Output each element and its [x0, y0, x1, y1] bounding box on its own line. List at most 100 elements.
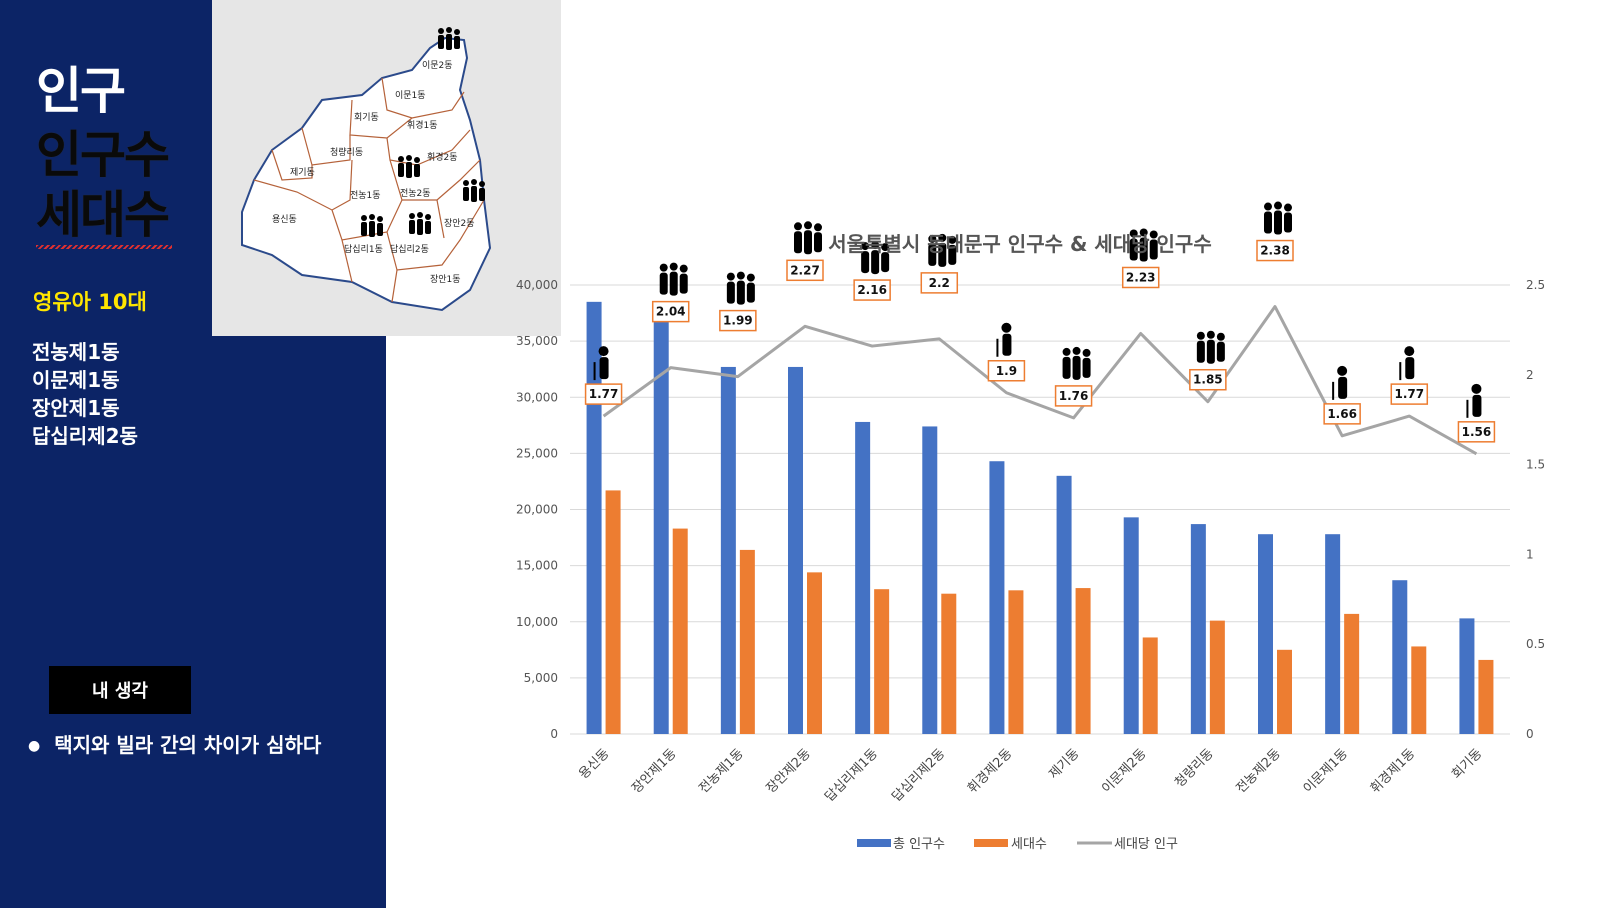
data-label: 2.2 [929, 276, 950, 290]
icon-head [669, 262, 678, 271]
icon-body [881, 252, 890, 273]
family-icon [409, 212, 431, 235]
bar-total-population [1258, 534, 1273, 734]
bar-households [605, 490, 621, 734]
data-label: 2.16 [857, 283, 887, 297]
elderly-person-icon [593, 346, 609, 381]
icon-body [659, 272, 668, 295]
icon-body [599, 357, 609, 380]
family-icon [1129, 228, 1158, 262]
data-label: 1.85 [1193, 373, 1223, 387]
data-label-box [1054, 385, 1093, 407]
y-left-tick-label: 10,000 [516, 615, 558, 629]
y-right-tick-label: 1.5 [1526, 458, 1545, 472]
bullet-text: 택지와 빌라 간의 차이가 심하다 [54, 733, 322, 757]
icon-head [1062, 347, 1071, 356]
x-category-label: 제기동 [1046, 746, 1082, 782]
icon-body [1216, 341, 1225, 362]
district-map-svg: 이문2동 이문1동 회기동 휘경1동 청량리동 휘경2동 제기동 전농2동 전농… [241, 27, 492, 312]
y-left-tick-label: 30,000 [516, 390, 558, 404]
bar-households [874, 589, 890, 734]
icon-cane [1399, 362, 1402, 381]
chart-legend: 총 인구수 세대수 세대당 인구 [857, 837, 1178, 852]
icon-body [1206, 339, 1215, 364]
icon-head [1337, 365, 1348, 376]
chart-person-icons [593, 201, 1482, 418]
family-icon [1062, 346, 1091, 380]
data-label-box [584, 383, 623, 405]
icon-body [669, 271, 678, 296]
x-category-label: 회기동 [1449, 746, 1485, 782]
icon-body [1196, 340, 1205, 363]
data-label-box [651, 300, 690, 323]
bar-total-population [720, 366, 736, 734]
icon-head [794, 222, 802, 231]
data-label: 1.56 [1462, 425, 1492, 439]
bar-total-population [1459, 618, 1475, 734]
icon-head [1149, 230, 1158, 239]
icon-head [1139, 228, 1148, 237]
x-category-label: 이문제1동 [1301, 746, 1351, 796]
bar-households [1344, 613, 1360, 734]
map-outline [241, 36, 492, 312]
icon-head [938, 233, 947, 242]
bar-total-population [989, 461, 1005, 734]
data-label-box [1323, 403, 1361, 425]
map-label: 용신동 [272, 214, 297, 225]
icon-body [1338, 376, 1348, 399]
data-label-box [1121, 266, 1160, 289]
icon-body [1284, 212, 1292, 233]
legend-label-households: 세대수 [1011, 837, 1047, 852]
family-icon [928, 233, 957, 267]
map-label: 답십리2동 [390, 243, 429, 255]
bar-total-population [855, 421, 871, 734]
icon-body [1082, 357, 1091, 378]
icon-body [871, 250, 880, 275]
family-icon [463, 179, 485, 202]
data-label-box [1457, 421, 1496, 443]
legend-label-per-household: 세대당 인구 [1114, 837, 1178, 852]
family-icon [794, 221, 822, 255]
icon-head [1284, 203, 1292, 212]
icon-head [1216, 332, 1225, 341]
family-icons [361, 27, 485, 237]
family-icon [861, 241, 890, 275]
district-item: 이문제1동 [32, 368, 120, 392]
y-left-tick-label: 20,000 [516, 503, 558, 517]
x-category-label: 이문제2동 [1099, 746, 1149, 796]
icon-head [726, 272, 735, 281]
bar-total-population [1123, 517, 1139, 734]
data-label: 2.38 [1260, 244, 1290, 258]
y-left-tick-label: 5,000 [524, 671, 558, 685]
bar-total-population [1325, 534, 1341, 734]
icon-body [1139, 237, 1148, 262]
chart-data-labels: 1.77 2.04 1.99 2.27 2.16 2.2 1.9 1.76 2.23 1.85 2.… [584, 239, 1496, 443]
icon-head [1129, 229, 1138, 238]
family-icon [398, 155, 420, 178]
y-left-tick-label: 15,000 [516, 559, 558, 573]
y-right-tick-label: 0 [1526, 727, 1534, 741]
icon-body [1472, 394, 1482, 417]
bar-households [1209, 620, 1225, 734]
icon-body [1062, 356, 1071, 379]
family-icon [1196, 330, 1225, 364]
icon-body [1072, 355, 1081, 380]
x-category-label: 전농제2동 [1234, 746, 1284, 796]
y-left-tick-label: 25,000 [516, 446, 558, 460]
map-label: 답십리1동 [344, 243, 383, 255]
x-category-label: 청량리동 [1172, 746, 1216, 790]
icon-body [814, 232, 822, 253]
map-label: 휘경1동 [407, 119, 438, 131]
icon-head [948, 235, 957, 244]
icon-body [794, 231, 802, 254]
x-category-label: 휘경제1동 [1368, 746, 1418, 796]
legend-swatch-total [857, 839, 891, 847]
bar-total-population [1190, 524, 1206, 734]
map-label: 전농2동 [400, 188, 431, 199]
x-category-label: 용신동 [576, 746, 612, 782]
y-left-tick-label: 40,000 [516, 278, 558, 292]
icon-cane [1332, 381, 1335, 400]
map-label: 회기동 [354, 112, 379, 123]
chart-axes: 0 5,000 10,000 15,000 20,000 25,000 30,000 35,0… [516, 278, 1545, 805]
